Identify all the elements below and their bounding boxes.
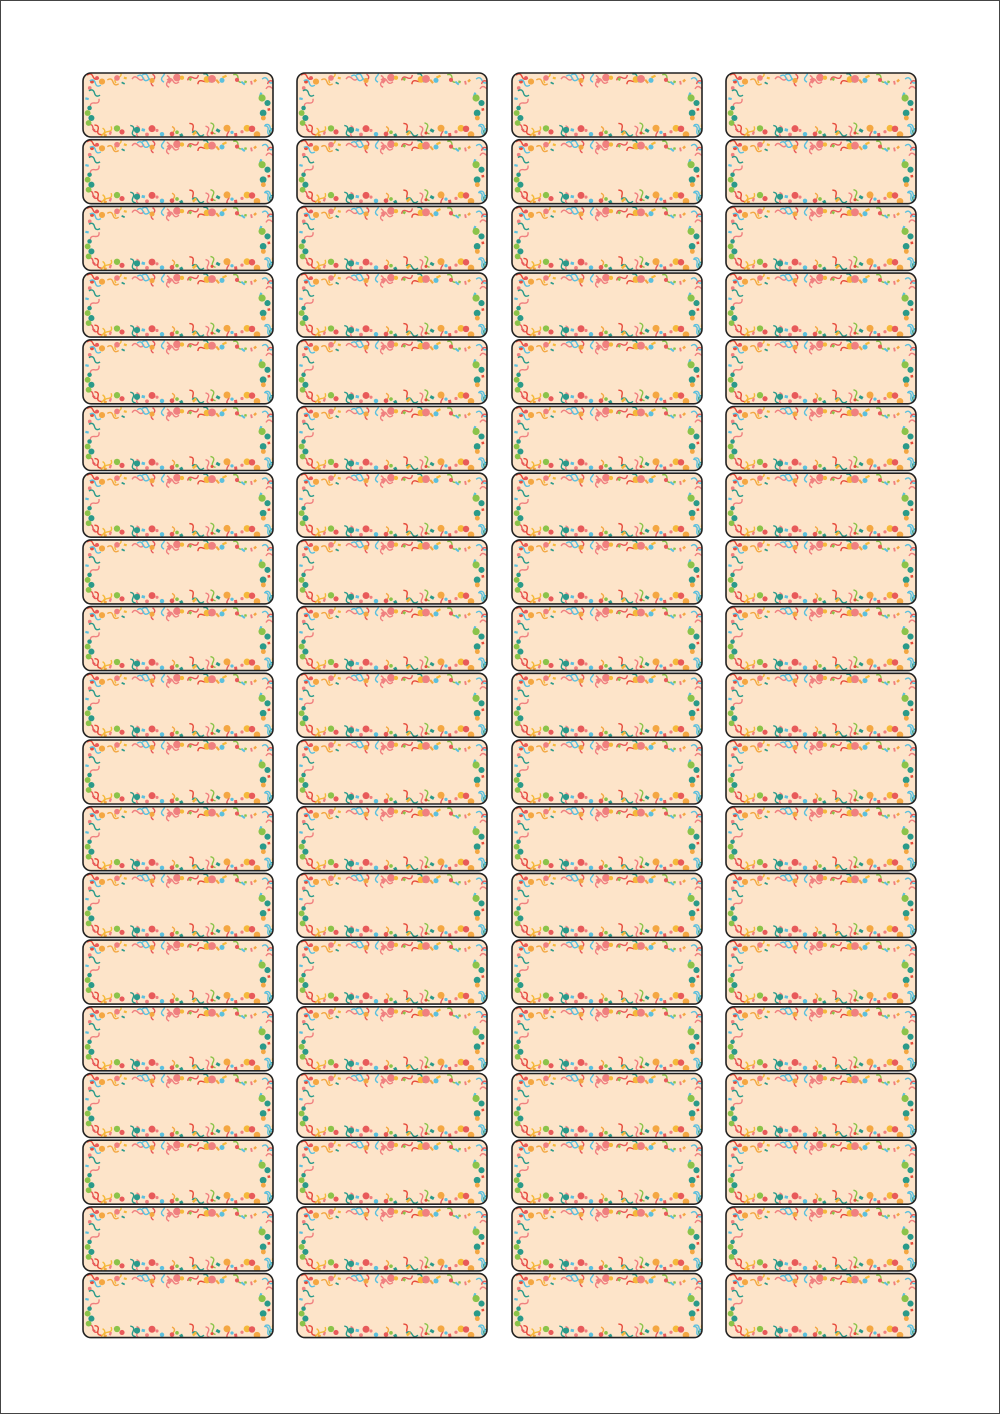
label <box>83 70 280 140</box>
label <box>83 537 280 607</box>
label <box>297 337 494 407</box>
label <box>83 937 280 1007</box>
label <box>512 70 709 140</box>
label <box>297 1271 494 1341</box>
label <box>512 403 709 473</box>
label <box>726 937 923 1007</box>
label <box>297 870 494 940</box>
label <box>297 737 494 807</box>
label <box>726 804 923 874</box>
label <box>83 737 280 807</box>
label <box>726 1004 923 1074</box>
label <box>512 470 709 540</box>
label <box>297 670 494 740</box>
label <box>83 1070 280 1140</box>
label <box>83 1137 280 1207</box>
label <box>726 737 923 807</box>
label <box>297 537 494 607</box>
label <box>512 1137 709 1207</box>
label <box>512 203 709 273</box>
label <box>512 1070 709 1140</box>
label <box>726 670 923 740</box>
label <box>83 337 280 407</box>
label <box>297 70 494 140</box>
label <box>726 70 923 140</box>
label <box>297 1204 494 1274</box>
label <box>726 1271 923 1341</box>
label <box>297 937 494 1007</box>
label <box>512 537 709 607</box>
label <box>83 804 280 874</box>
label <box>512 737 709 807</box>
label <box>83 137 280 207</box>
label <box>297 137 494 207</box>
label <box>297 1137 494 1207</box>
label <box>726 604 923 674</box>
label <box>726 270 923 340</box>
label <box>297 270 494 340</box>
label <box>83 670 280 740</box>
label <box>297 1004 494 1074</box>
label <box>726 137 923 207</box>
label <box>297 604 494 674</box>
label <box>83 1204 280 1274</box>
label <box>297 470 494 540</box>
label <box>512 604 709 674</box>
label <box>83 1004 280 1074</box>
label <box>297 1070 494 1140</box>
label <box>512 804 709 874</box>
label <box>512 1004 709 1074</box>
label <box>726 1204 923 1274</box>
label <box>83 870 280 940</box>
label <box>726 1070 923 1140</box>
label <box>512 1271 709 1341</box>
label <box>297 804 494 874</box>
label <box>83 470 280 540</box>
label <box>726 537 923 607</box>
label <box>726 403 923 473</box>
label <box>726 470 923 540</box>
label <box>297 203 494 273</box>
label <box>726 337 923 407</box>
label <box>83 1271 280 1341</box>
label <box>512 870 709 940</box>
label <box>726 1137 923 1207</box>
label <box>297 403 494 473</box>
label <box>512 937 709 1007</box>
label <box>512 337 709 407</box>
label <box>83 403 280 473</box>
label <box>726 203 923 273</box>
label <box>83 604 280 674</box>
label <box>512 270 709 340</box>
label <box>512 670 709 740</box>
label <box>512 1204 709 1274</box>
label <box>83 203 280 273</box>
label <box>512 137 709 207</box>
label <box>726 870 923 940</box>
label <box>83 270 280 340</box>
